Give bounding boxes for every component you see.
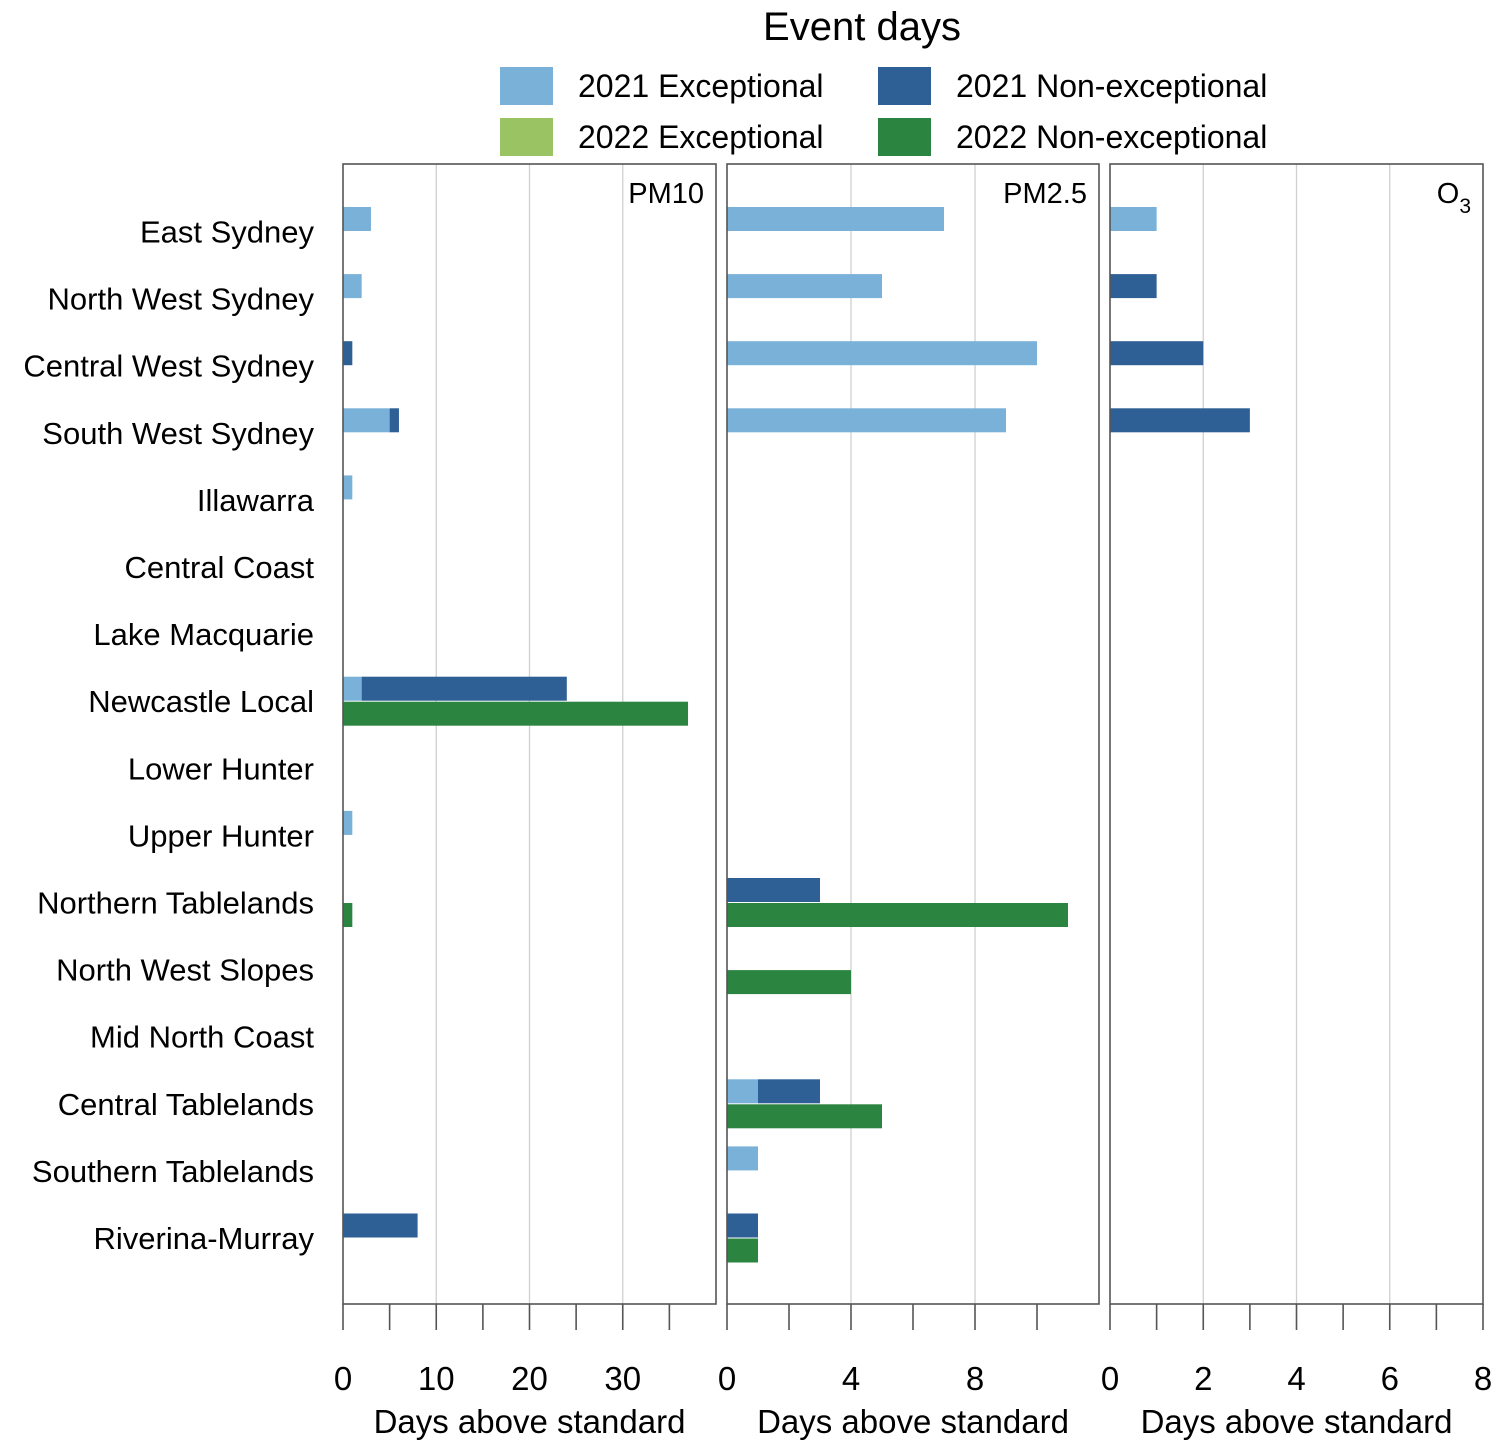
bar-pm2-5-north-west-slopes-2022-non-exceptional <box>727 970 851 995</box>
tick-label-4: 4 <box>1287 1360 1305 1397</box>
region-label-mid-north-coast: Mid North Coast <box>90 1020 314 1055</box>
bar-pm10-newcastle-local-2021-exceptional <box>343 676 362 701</box>
tick-label-8: 8 <box>1474 1360 1492 1397</box>
bar-pm10-newcastle-local-2021-non-exceptional <box>361 676 567 701</box>
tick-label-20: 20 <box>511 1360 548 1397</box>
bar-pm10-north-west-sydney-2021-exceptional <box>343 274 362 299</box>
bar-o3-north-west-sydney-2021-non-exceptional <box>1110 274 1157 299</box>
bar-pm2-5-central-tablelands-2021-exceptional <box>727 1079 758 1104</box>
bar-pm2-5-northern-tablelands-2022-non-exceptional <box>727 903 1068 927</box>
legend-label-2021-non-exceptional: 2021 Non-exceptional <box>956 68 1267 104</box>
region-label-upper-hunter: Upper Hunter <box>128 818 314 853</box>
panel-o3: 0 2 4 6 8 Days above standard O3 <box>1101 163 1492 1440</box>
tick-label-4: 4 <box>842 1360 860 1397</box>
bar-pm10-east-sydney-2021-exceptional <box>343 207 371 231</box>
bar-pm2-5-east-sydney-2021-exceptional <box>727 207 944 231</box>
panel-label-pm2-5: PM2.5 <box>1003 178 1087 210</box>
region-label-south-west-sydney: South West Sydney <box>42 416 314 451</box>
legend-swatch-2021-non-exceptional <box>878 67 931 105</box>
region-label-lake-macquarie: Lake Macquarie <box>93 617 314 652</box>
region-label-central-coast: Central Coast <box>124 550 314 585</box>
x-axis-label: Days above standard <box>757 1403 1069 1440</box>
panel-frame <box>726 163 1100 1305</box>
tick-label-6: 6 <box>1381 1360 1399 1397</box>
legend-label-2022-non-exceptional: 2022 Non-exceptional <box>956 119 1267 155</box>
tick-label-8: 8 <box>966 1360 984 1397</box>
bar-pm10-illawarra-2021-exceptional <box>343 475 353 500</box>
region-label-central-tablelands: Central Tablelands <box>58 1087 314 1122</box>
x-axis-label: Days above standard <box>374 1403 686 1440</box>
region-label-southern-tablelands: Southern Tablelands <box>32 1154 314 1189</box>
legend-swatch-2022-exceptional <box>500 118 553 156</box>
bar-pm10-upper-hunter-2021-exceptional <box>343 810 353 835</box>
bar-pm2-5-central-west-sydney-2021-exceptional <box>727 341 1037 366</box>
bar-pm2-5-central-tablelands-2022-non-exceptional <box>727 1104 882 1129</box>
tick-label-30: 30 <box>604 1360 641 1397</box>
bar-pm2-5-central-tablelands-2021-non-exceptional <box>758 1079 820 1104</box>
bar-pm10-northern-tablelands-2022-non-exceptional <box>343 903 353 927</box>
region-label-north-west-slopes: North West Slopes <box>56 953 314 988</box>
region-label-riverina-murray: Riverina-Murray <box>94 1221 315 1256</box>
legend: 2021 Exceptional 2021 Non-exceptional 20… <box>500 67 1267 156</box>
bar-o3-south-west-sydney-2021-non-exceptional <box>1110 408 1250 433</box>
panel-label-o3: O3 <box>1437 178 1471 218</box>
tick-label-10: 10 <box>418 1360 455 1397</box>
tick-label-2: 2 <box>1194 1360 1212 1397</box>
chart-title: Event days <box>763 5 961 49</box>
tick-label-0: 0 <box>718 1360 736 1397</box>
bar-pm2-5-north-west-sydney-2021-exceptional <box>727 274 882 299</box>
tick-label-0: 0 <box>1101 1360 1119 1397</box>
tick-label-0: 0 <box>334 1360 352 1397</box>
bar-pm2-5-southern-tablelands-2021-exceptional <box>727 1146 758 1171</box>
bar-pm10-newcastle-local-2022-non-exceptional <box>343 701 689 726</box>
legend-swatch-2022-non-exceptional <box>878 118 931 156</box>
region-label-illawarra: Illawarra <box>197 483 315 518</box>
bar-pm2-5-northern-tablelands-2021-non-exceptional <box>727 878 820 902</box>
region-label-central-west-sydney: Central West Sydney <box>23 349 314 384</box>
region-label-east-sydney: East Sydney <box>140 215 315 250</box>
bar-pm10-riverina-murray-2021-non-exceptional <box>343 1213 418 1238</box>
bar-pm2-5-riverina-murray-2022-non-exceptional <box>727 1238 758 1263</box>
bar-o3-central-west-sydney-2021-non-exceptional <box>1110 341 1204 366</box>
bar-pm2-5-south-west-sydney-2021-exceptional <box>727 408 1006 433</box>
panel-label-pm10: PM10 <box>628 178 704 210</box>
panel-pm2-5: 0 4 8 Days above standard PM2.5 <box>718 163 1100 1440</box>
x-axis-label: Days above standard <box>1141 1403 1453 1440</box>
bar-pm10-south-west-sydney-2021-exceptional <box>343 408 390 433</box>
bar-o3-east-sydney-2021-exceptional <box>1110 207 1157 231</box>
region-labels: East Sydney North West Sydney Central West… <box>23 215 314 1257</box>
legend-label-2021-exceptional: 2021 Exceptional <box>578 68 824 104</box>
region-label-northern-tablelands: Northern Tablelands <box>37 886 314 921</box>
bar-pm2-5-riverina-murray-2021-non-exceptional <box>727 1213 758 1238</box>
bar-pm10-south-west-sydney-2021-non-exceptional <box>389 408 399 433</box>
bar-pm10-central-west-sydney-2021-non-exceptional <box>343 341 353 366</box>
region-label-lower-hunter: Lower Hunter <box>128 751 314 786</box>
legend-swatch-2021-exceptional <box>500 67 553 105</box>
region-label-newcastle-local: Newcastle Local <box>88 684 314 719</box>
panel-pm10: 0 10 20 30 Days above standard PM10 <box>334 163 717 1440</box>
legend-label-2022-exceptional: 2022 Exceptional <box>578 119 824 155</box>
region-label-north-west-sydney: North West Sydney <box>48 282 315 317</box>
